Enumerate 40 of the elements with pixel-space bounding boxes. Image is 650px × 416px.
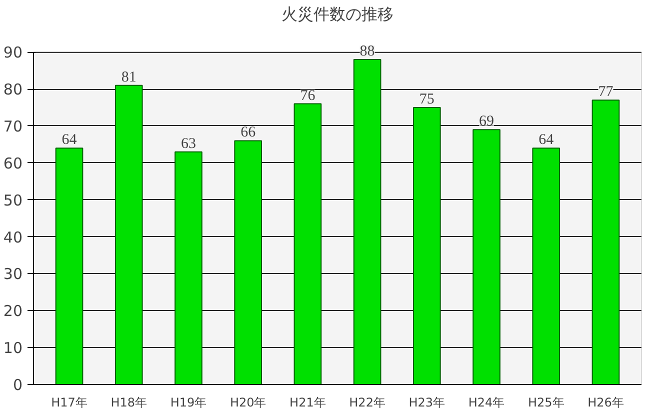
- data-label: 81: [121, 69, 136, 86]
- bar: [294, 103, 322, 384]
- y-tick-label: 50: [3, 191, 23, 210]
- bar: [413, 106, 441, 384]
- x-tick-label: H26年: [588, 396, 624, 410]
- data-label: 63: [180, 136, 196, 152]
- data-label: 76: [300, 88, 316, 104]
- data-label: 75: [419, 91, 434, 108]
- y-tick-label: 20: [3, 302, 23, 320]
- x-tick-label: H21年: [290, 396, 326, 410]
- chart-title: 火災件数の推移: [282, 4, 394, 24]
- y-tick-label: 80: [3, 80, 23, 99]
- y-tick-label: 30: [3, 265, 23, 284]
- bar: [174, 151, 202, 384]
- bar: [234, 140, 262, 384]
- x-tick-label: H22年: [349, 396, 386, 410]
- y-tick-label: 10: [3, 339, 23, 358]
- bar: [532, 148, 560, 384]
- x-tick-label: H18年: [110, 396, 148, 410]
- y-tick-label: 70: [3, 117, 23, 136]
- y-tick-label: 90: [3, 44, 23, 62]
- bar: [592, 100, 620, 384]
- data-label: 88: [360, 43, 375, 60]
- data-label: 66: [240, 124, 256, 141]
- data-label: 64: [62, 132, 78, 148]
- y-tick-label: 60: [3, 154, 23, 172]
- x-tick-label: H24年: [468, 396, 505, 410]
- x-tick-label: H20年: [230, 396, 266, 410]
- x-tick-label: H23年: [408, 396, 446, 410]
- x-tick-label: H17年: [51, 396, 88, 410]
- bar: [55, 148, 84, 384]
- bar: [472, 129, 500, 384]
- data-label: 77: [598, 84, 614, 100]
- bar: [114, 84, 143, 384]
- data-label: 64: [538, 132, 554, 148]
- y-tick-label: 40: [3, 228, 23, 246]
- bar: [353, 58, 382, 384]
- x-tick-label: H19年: [170, 396, 207, 410]
- x-tick-label: H25年: [528, 396, 564, 410]
- y-tick-label: 0: [12, 376, 23, 394]
